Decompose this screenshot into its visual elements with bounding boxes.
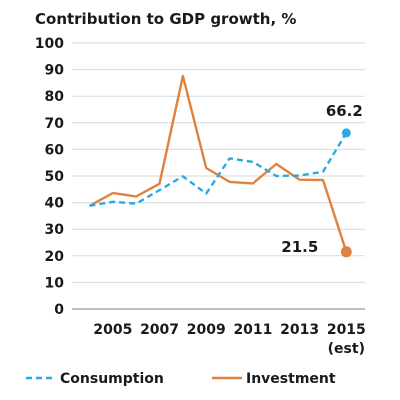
- y-tick-label: 100: [35, 36, 64, 52]
- x-tick-sublabel: (est): [328, 341, 365, 357]
- x-tick-label: 2005: [93, 322, 132, 338]
- y-tick-label: 90: [45, 63, 65, 79]
- legend-label-consumption: Consumption: [60, 371, 164, 387]
- y-tick-label: 30: [45, 222, 65, 238]
- x-tick-label: 2013: [280, 322, 319, 338]
- y-axis-ticks: 0 10 20 30 40 50 60 70 80 90 100: [35, 36, 64, 318]
- x-tick-label: 2009: [187, 322, 226, 338]
- series-lines: [88, 74, 348, 253]
- y-tick-label: 60: [45, 142, 65, 158]
- y-tick-label: 40: [45, 196, 65, 212]
- x-tick-label: 2007: [140, 322, 179, 338]
- x-tick-label: 2011: [233, 322, 272, 338]
- y-tick-label: 80: [45, 89, 65, 105]
- chart-title: Contribution to GDP growth, %: [35, 10, 296, 28]
- x-tick-label: 2015: [327, 322, 366, 338]
- legend: Consumption Investment: [26, 371, 336, 387]
- data-label-consumption: 66.2: [326, 102, 363, 120]
- y-tick-label: 50: [45, 169, 65, 185]
- y-tick-label: 20: [45, 249, 65, 265]
- end-markers: 66.2 21.5: [281, 102, 363, 258]
- y-tick-label: 10: [45, 275, 65, 291]
- y-tick-label: 70: [45, 116, 65, 132]
- x-axis-ticks: 2005 2007 2009 2011 2013 2015 (est): [93, 322, 365, 357]
- data-label-investment: 21.5: [281, 238, 318, 256]
- legend-label-investment: Investment: [246, 371, 336, 387]
- series-line-consumption: [89, 132, 348, 207]
- end-marker-consumption: [341, 128, 351, 138]
- series-line-investment: [88, 74, 348, 253]
- end-marker-investment: [340, 246, 352, 258]
- y-tick-label: 0: [54, 302, 64, 318]
